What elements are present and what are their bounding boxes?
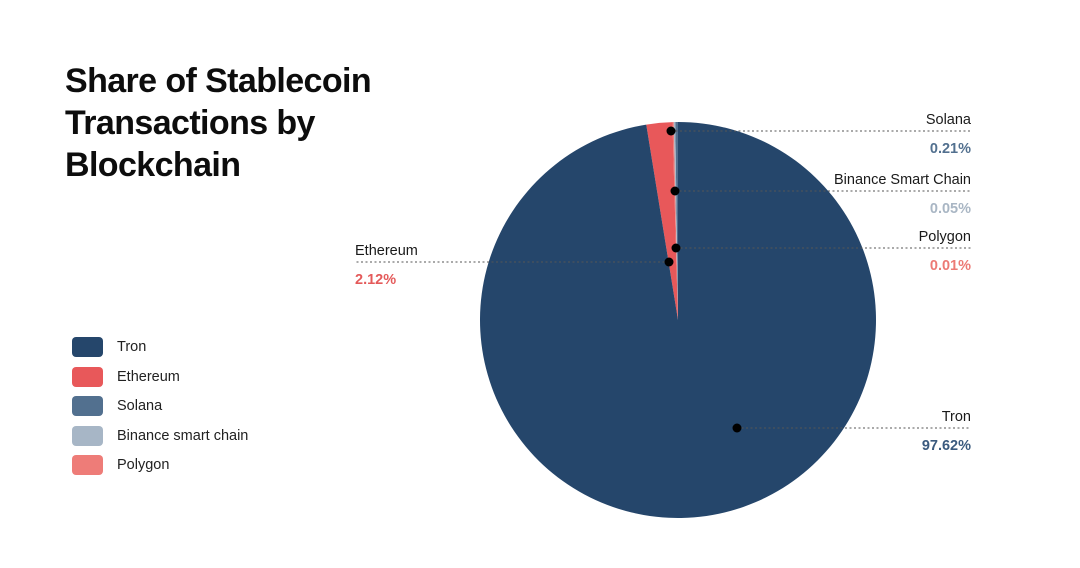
callout-value-tron: 97.62%: [922, 438, 971, 454]
legend-item-tron: Tron: [72, 336, 248, 358]
marker-dot-solana: [666, 126, 676, 136]
marker-dot-binance-smart-chain: [670, 186, 680, 196]
callout-name-polygon: Polygon: [919, 229, 971, 245]
legend-label-binance: Binance smart chain: [117, 427, 249, 444]
marker-dot-polygon: [671, 243, 681, 253]
callout-value-polygon: 0.01%: [930, 258, 971, 274]
legend-item-polygon: Polygon: [72, 454, 248, 476]
callout-name-tron: Tron: [942, 409, 971, 425]
marker-dot-tron: [732, 423, 742, 433]
legend-label-tron: Tron: [117, 339, 147, 355]
legend-swatch-binance: [72, 425, 103, 446]
callout-value-ethereum: 2.12%: [355, 272, 396, 288]
callout-name-binance-smart-chain: Binance Smart Chain: [834, 172, 971, 188]
legend-item-ethereum: Ethereum: [72, 366, 248, 388]
legend-item-binance: Binance smart chain: [72, 425, 248, 447]
pie-slice-binance-smart-chain: [673, 122, 678, 320]
pie-slice-ethereum: [646, 122, 678, 320]
legend: Tron Ethereum Solana Binance smart chain…: [72, 336, 248, 484]
legend-swatch-ethereum: [72, 366, 103, 387]
legend-label-solana: Solana: [117, 398, 163, 414]
legend-swatch-polygon: [72, 455, 103, 475]
callout-name-ethereum: Ethereum: [355, 243, 418, 259]
marker-dot-ethereum: [664, 257, 674, 267]
legend-label-polygon: Polygon: [117, 457, 170, 473]
legend-swatch-tron: [72, 337, 103, 357]
callout-value-solana: 0.21%: [930, 141, 971, 157]
pie-slice-solana: [675, 122, 678, 320]
legend-item-solana: Solana: [72, 395, 248, 417]
legend-swatch-solana: [72, 396, 103, 416]
callout-name-solana: Solana: [926, 112, 972, 128]
chart-title: Share of Stablecoin Transactions by Bloc…: [65, 62, 372, 184]
pie-slice-polygon: [672, 122, 678, 320]
pie-slice-tron: [479, 122, 876, 518]
legend-label-ethereum: Ethereum: [117, 368, 180, 385]
callout-value-binance-smart-chain: 0.05%: [930, 201, 971, 217]
